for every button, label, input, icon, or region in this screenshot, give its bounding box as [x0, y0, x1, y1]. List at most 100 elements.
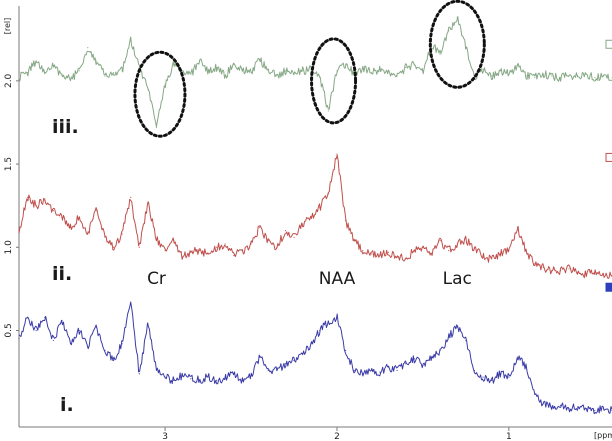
- data-point: [52, 210, 54, 212]
- data-point: [147, 88, 149, 90]
- data-point: [327, 110, 329, 112]
- data-point: [61, 319, 63, 322]
- data-point: [78, 216, 80, 218]
- y-tick-label: 1.5: [4, 157, 14, 171]
- data-point: [413, 63, 415, 65]
- data-point: [577, 75, 579, 77]
- data-point: [482, 376, 484, 378]
- data-point: [577, 406, 579, 408]
- data-point: [568, 408, 570, 410]
- data-point: [473, 369, 476, 372]
- data-point: [491, 258, 493, 260]
- trace-label-ii: ii.: [52, 263, 72, 285]
- data-point: [87, 346, 89, 348]
- data-point: [344, 349, 347, 352]
- data-point: [104, 75, 106, 77]
- data-point: [405, 363, 407, 365]
- highlighted-peak-oval: [310, 37, 358, 125]
- data-point: [551, 75, 553, 77]
- data-point: [130, 40, 132, 42]
- y-tick-label: 0.5: [4, 323, 14, 337]
- data-point: [78, 329, 80, 332]
- legend-markers: [605, 39, 612, 292]
- data-point: [293, 236, 295, 238]
- data-point: [362, 250, 364, 252]
- data-point: [259, 356, 261, 358]
- data-point: [387, 251, 390, 253]
- data-point: [44, 316, 46, 318]
- data-point: [207, 376, 209, 378]
- series-ii: [18, 153, 612, 279]
- data-point: [190, 251, 192, 253]
- data-point: [87, 47, 89, 49]
- data-point: [370, 253, 372, 255]
- data-point: [78, 70, 80, 72]
- data-point: [534, 263, 536, 265]
- legend-marker-iii: [605, 39, 612, 49]
- data-point: [379, 68, 381, 70]
- data-point: [542, 403, 544, 405]
- data-point: [430, 253, 433, 255]
- data-point: [26, 316, 29, 318]
- data-point: [448, 250, 450, 252]
- data-point: [26, 71, 29, 74]
- data-point: [310, 216, 312, 218]
- data-point: [422, 70, 424, 72]
- data-point: [18, 76, 20, 79]
- data-point: [551, 269, 553, 272]
- data-point: [499, 70, 501, 72]
- data-point: [26, 196, 29, 198]
- data-point: [465, 47, 467, 49]
- data-point: [396, 256, 398, 258]
- data-point: [112, 71, 115, 74]
- data-point: [491, 379, 493, 382]
- y-tick-label: 1.0: [4, 240, 14, 255]
- peak-label-naa: NAA: [319, 269, 356, 289]
- data-point: [173, 379, 175, 382]
- data-point: [362, 66, 364, 69]
- data-point: [164, 250, 166, 252]
- data-point: [465, 238, 467, 240]
- data-point: [61, 216, 63, 218]
- data-point: [551, 406, 553, 408]
- data-point: [456, 243, 458, 245]
- data-point: [336, 70, 338, 72]
- data-point: [336, 153, 338, 155]
- data-point: [362, 373, 364, 375]
- data-point: [516, 226, 519, 228]
- y-axis-unit-label: [rel]: [3, 18, 12, 35]
- data-point: [430, 356, 433, 358]
- series-line-ii: [18, 154, 612, 279]
- data-point: [95, 210, 97, 212]
- data-point: [516, 356, 519, 358]
- data-point: [112, 246, 115, 248]
- data-point: [95, 326, 97, 328]
- data-point: [379, 255, 381, 257]
- data-point: [559, 76, 562, 79]
- data-point: [233, 373, 235, 375]
- data-point: [327, 321, 329, 323]
- data-point: [35, 205, 37, 207]
- data-point: [155, 238, 158, 240]
- data-point: [216, 66, 218, 69]
- data-point: [138, 246, 140, 248]
- data-point: [448, 336, 450, 338]
- data-point: [405, 66, 407, 69]
- legend-marker-ii: [605, 152, 612, 162]
- data-point: [52, 65, 54, 67]
- data-point: [448, 30, 450, 32]
- peak-label-cr: Cr: [147, 269, 166, 289]
- axis-ticks: 0.5 1.0 1.5 2.0 3 2 1: [4, 73, 512, 441]
- data-point: [267, 369, 269, 372]
- data-point: [198, 60, 201, 62]
- data-point: [353, 369, 355, 372]
- data-point: [130, 303, 132, 305]
- data-point: [516, 65, 519, 67]
- data-point: [585, 408, 587, 410]
- data-point: [276, 369, 278, 372]
- data-point: [61, 73, 63, 75]
- data-point: [207, 253, 209, 255]
- data-point: [482, 68, 484, 70]
- data-point: [585, 73, 587, 75]
- data-point: [413, 358, 415, 360]
